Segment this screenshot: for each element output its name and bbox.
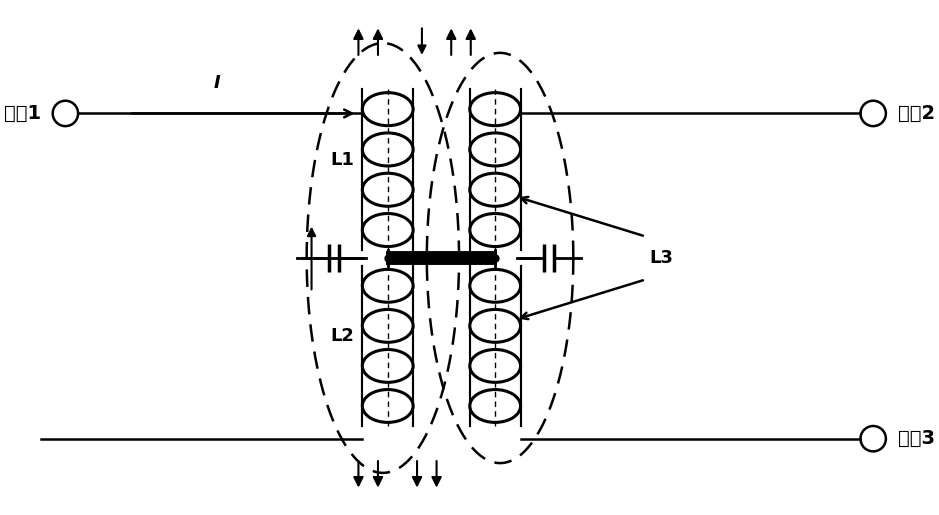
- Text: L3: L3: [650, 249, 673, 267]
- Text: 端口2: 端口2: [898, 104, 934, 123]
- Text: 端口3: 端口3: [898, 429, 934, 448]
- Text: L2: L2: [331, 327, 355, 345]
- Text: I: I: [213, 74, 220, 92]
- Text: L1: L1: [331, 151, 355, 169]
- Text: 端口1: 端口1: [4, 104, 41, 123]
